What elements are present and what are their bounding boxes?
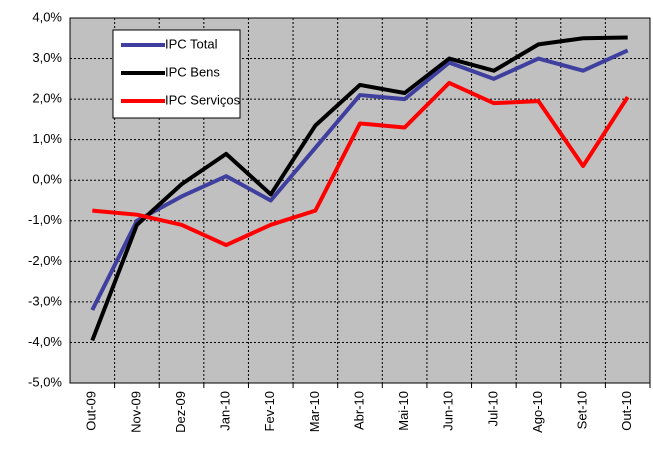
x-tick-label: Jul-10 (485, 391, 500, 426)
y-tick-label: 0,0% (32, 172, 62, 187)
x-tick-label: Out-10 (619, 391, 634, 431)
legend-label: IPC Serviços (165, 92, 241, 107)
y-tick-label: -3,0% (28, 293, 62, 308)
plot-border (69, 17, 651, 384)
x-tick-label: Ago-10 (530, 391, 545, 433)
x-tick-label: Dez-09 (173, 391, 188, 433)
series-line (90, 48, 629, 311)
legend-label: IPC Total (165, 36, 218, 51)
y-tick-label: 1,0% (32, 131, 62, 146)
y-tick-label: 3,0% (32, 50, 62, 65)
x-tick-label: Out-09 (84, 391, 99, 431)
y-tick-label: 2,0% (32, 91, 62, 106)
legend-label: IPC Bens (165, 64, 220, 79)
x-tick-label: Jan-10 (218, 391, 233, 431)
x-tick-label: Set-10 (575, 391, 590, 429)
y-tick-label: -5,0% (28, 374, 62, 389)
x-tick-label: Mai-10 (396, 391, 411, 431)
x-tick-label: Abr-10 (351, 391, 366, 430)
x-tick-label: Nov-09 (128, 391, 143, 433)
y-tick-label: -1,0% (28, 212, 62, 227)
x-tick-label: Jun-10 (441, 391, 456, 431)
series-line (92, 80, 630, 248)
y-tick-label: 4,0% (32, 9, 62, 24)
x-tick-label: Mar-10 (307, 391, 322, 432)
y-tick-label: -4,0% (28, 334, 62, 349)
y-tick-label: -2,0% (28, 253, 62, 268)
x-tick-label: Fev-10 (262, 391, 277, 431)
series-line (90, 35, 628, 342)
